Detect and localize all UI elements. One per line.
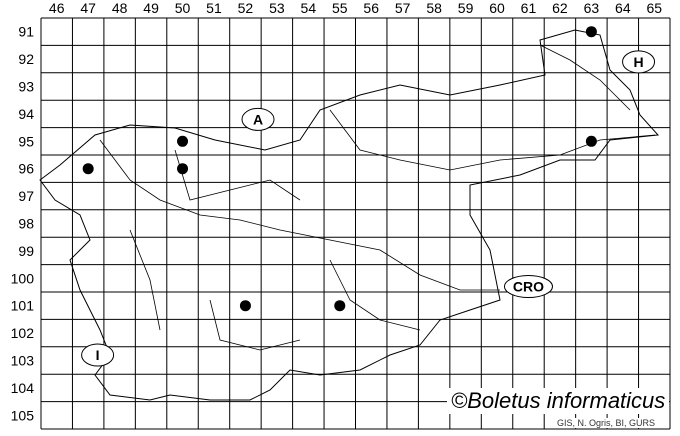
row-label: 105 [11,407,35,423]
row-label: 91 [18,24,34,40]
column-label: 54 [301,0,317,16]
grid: 46 47 48 49 50 51 52 53 54 55 56 57 58 59 60 61 62 63 64 65… [11,0,671,430]
row-label: 104 [11,380,35,396]
column-label: 57 [395,0,411,16]
column-label: 58 [426,0,442,16]
column-label: 65 [646,0,662,16]
row-label: 101 [11,298,35,314]
country-border [39,29,660,401]
column-label: 59 [458,0,474,16]
column-label: 56 [363,0,379,16]
column-label: 46 [49,0,65,16]
column-label: 62 [552,0,568,16]
row-label: 92 [18,51,34,67]
source-credit: GIS, N. Ogris, BI, GURS [555,418,658,428]
row-label: 102 [11,325,35,341]
column-label: 61 [521,0,537,16]
row-label: 93 [18,79,34,95]
column-label: 51 [206,0,222,16]
column-label: 64 [615,0,631,16]
occurrence-dot [585,26,597,38]
region-label-oval [503,275,553,299]
row-label: 97 [18,188,34,204]
column-label: 48 [112,0,128,16]
occurrence-dots [82,26,597,312]
row-label: 94 [18,106,34,122]
column-label: 47 [80,0,96,16]
occurrence-dot [177,163,189,175]
row-label: 103 [11,353,35,369]
region-label-oval [241,107,275,131]
row-label: 98 [18,216,34,232]
column-label: 52 [238,0,254,16]
region-label: I [96,347,100,363]
region-label: H [633,54,643,70]
row-label: 95 [18,133,34,149]
region-label: CRO [513,279,544,295]
row-label: 100 [11,270,35,286]
column-label: 55 [332,0,348,16]
copyright-text: ©Boletus informaticus [447,388,670,414]
column-label: 60 [489,0,505,16]
column-label: 49 [143,0,159,16]
region-label-oval [622,50,656,74]
column-label: 53 [269,0,285,16]
column-label: 63 [584,0,600,16]
row-label: 96 [18,161,34,177]
occurrence-dot [177,135,189,147]
row-label: 99 [18,243,34,259]
region-label-oval [81,343,115,367]
occurrence-dot [334,300,346,312]
occurrence-dot [239,300,251,312]
region-labels: A H CRO I [81,50,656,367]
region-label: A [253,111,263,127]
column-label: 50 [175,0,191,16]
occurrence-dot [585,135,597,147]
occurrence-dot [82,163,94,175]
